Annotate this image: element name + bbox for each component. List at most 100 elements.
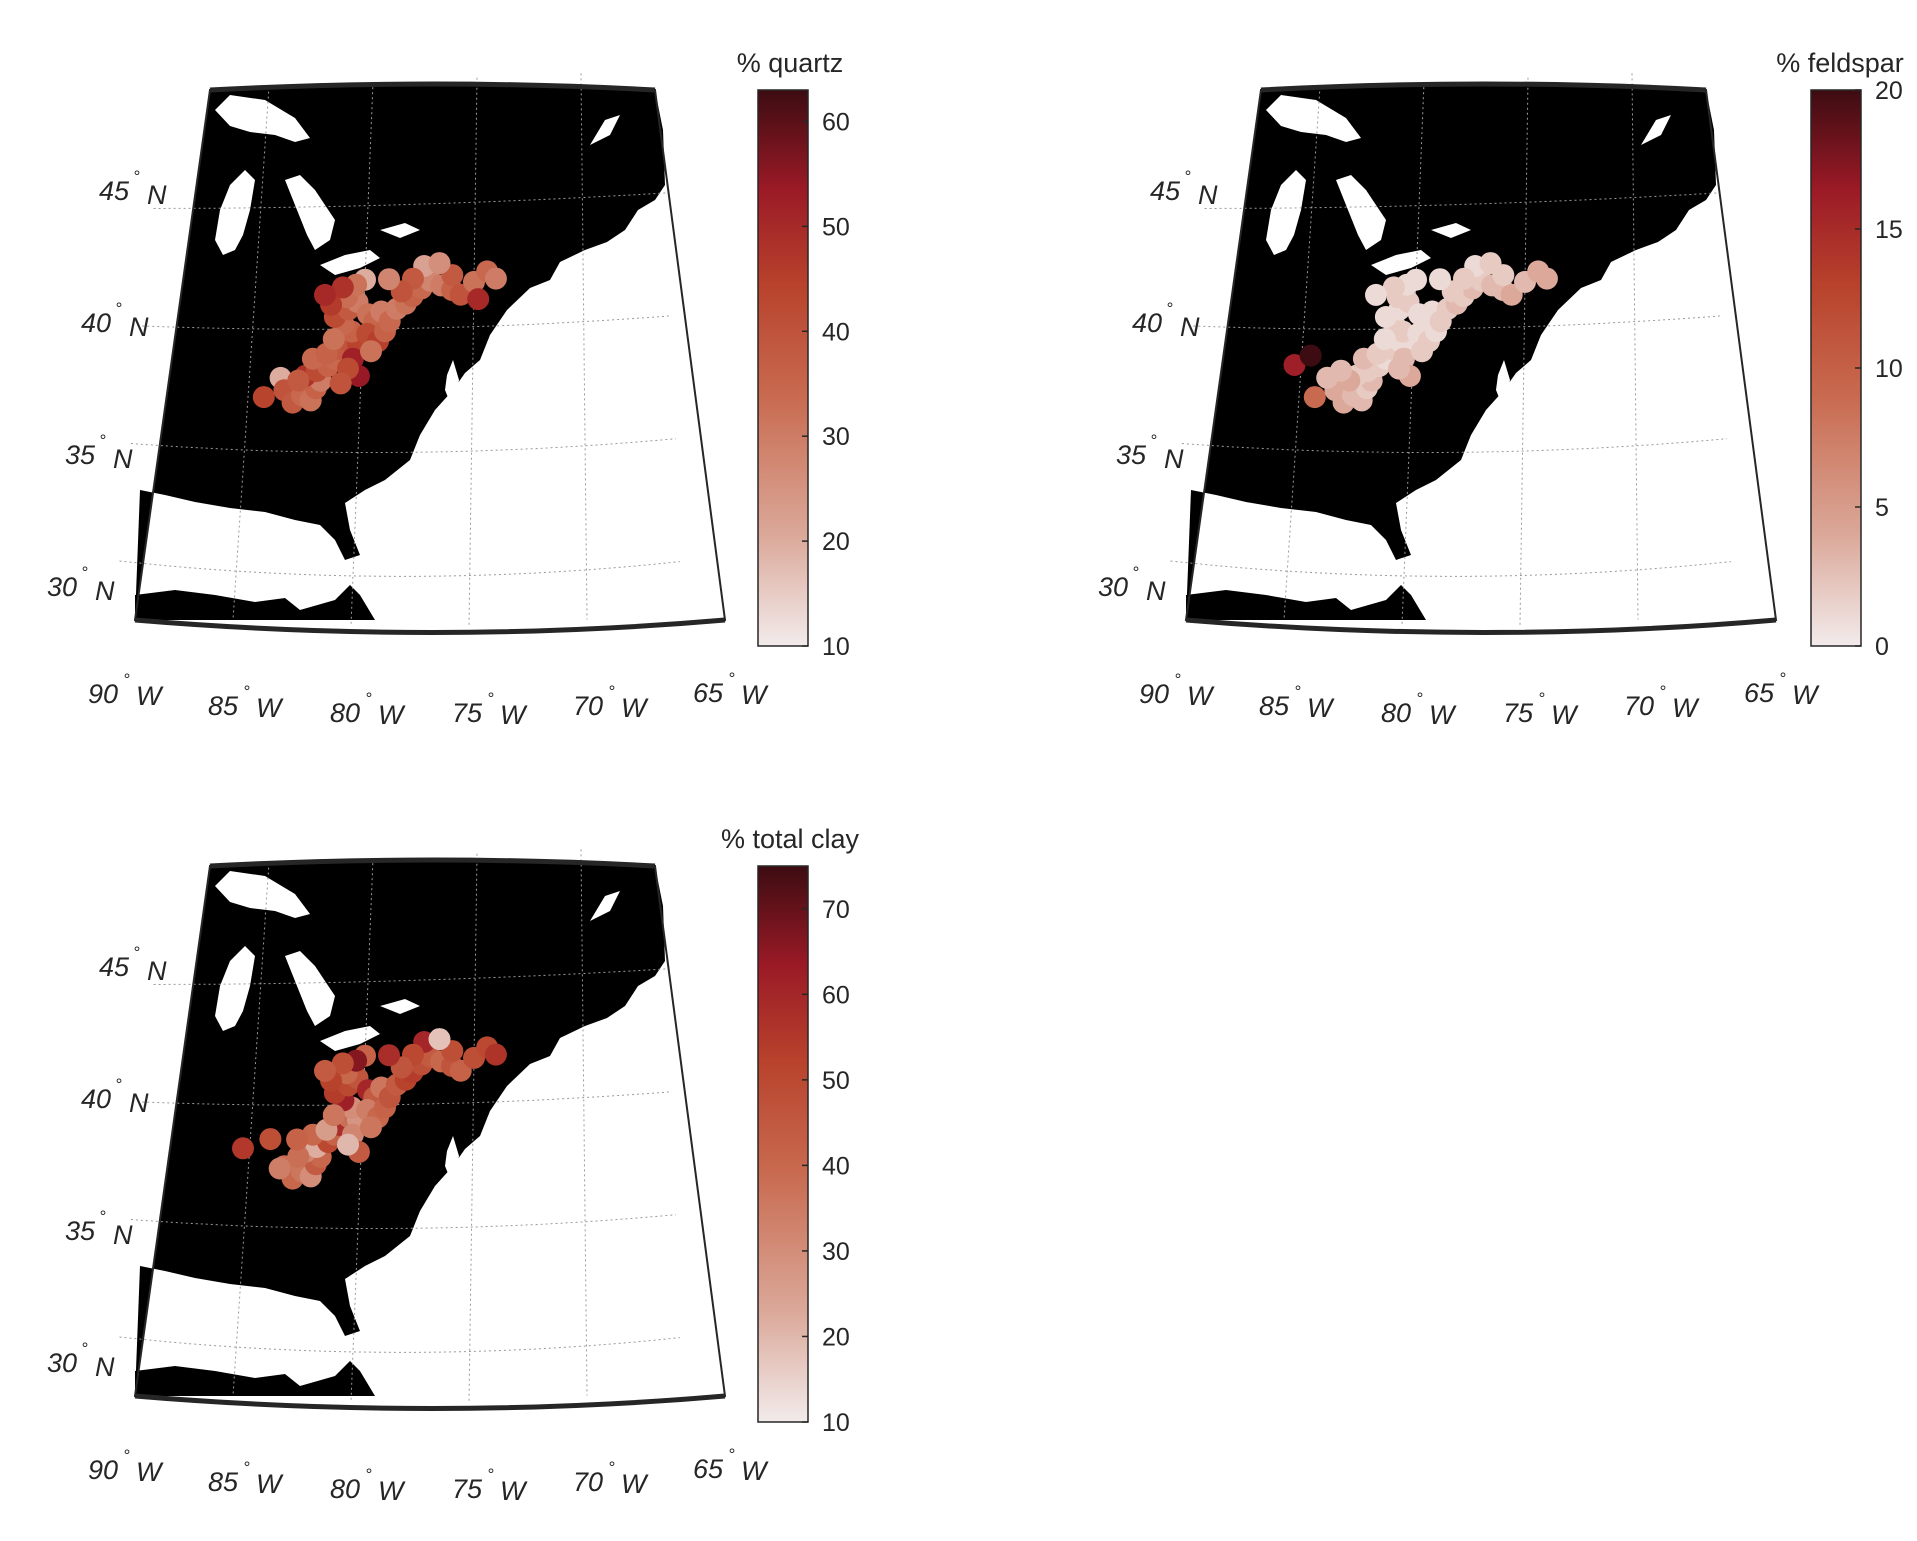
data-point	[1365, 283, 1387, 306]
colorbar-tick-label: 30	[822, 1238, 850, 1266]
scatter-points	[1283, 252, 1558, 414]
lon-suffix: W	[500, 700, 528, 730]
grid-lon	[468, 77, 478, 626]
data-point	[252, 386, 275, 409]
scatter-points	[252, 252, 507, 414]
lat-suffix: N	[95, 576, 115, 606]
degree-symbol: °	[1132, 563, 1139, 582]
data-point	[428, 252, 451, 275]
lon-tick-label: 90	[88, 1455, 118, 1485]
lake	[1431, 223, 1471, 238]
lake	[380, 999, 420, 1014]
lat-suffix: N	[147, 180, 167, 210]
degree-symbol: °	[728, 1445, 735, 1464]
bay	[445, 360, 459, 410]
degree-symbol: °	[1538, 689, 1545, 708]
data-point	[378, 268, 400, 291]
degree-symbol: °	[608, 682, 615, 701]
land-mass	[135, 84, 665, 620]
map-frame-bottom	[134, 617, 726, 635]
degree-symbol: °	[487, 1465, 494, 1484]
grid-lat	[1170, 560, 1731, 577]
lat-tick-label: 45	[1150, 176, 1181, 206]
lat-tick-label: 45	[99, 176, 130, 206]
lake	[285, 175, 335, 250]
lat-tick-label: 35	[1116, 440, 1147, 470]
map-frame-top	[1260, 81, 1707, 93]
map-panel: 45 °N40 °N35 °N30 °N90 °W 85 °W 80 °W 75 °W 70 °W 65 °W	[47, 849, 769, 1506]
lake	[215, 871, 310, 918]
lat-tick-label: 45	[99, 952, 130, 982]
data-point	[1382, 276, 1405, 299]
lon-tick-label: 70	[573, 691, 603, 721]
lake	[1371, 250, 1431, 275]
map-panel: 45 °N40 °N35 °N30 °N90 °W 85 °W 80 °W 75 °W 70 °W 65 °W	[1098, 73, 1820, 730]
degree-symbol: °	[123, 670, 130, 689]
lon-tick-label: 70	[1624, 691, 1654, 721]
lat-suffix: N	[129, 312, 149, 342]
grid-lat	[142, 1091, 673, 1106]
data-point	[286, 1128, 309, 1151]
lon-suffix: W	[1792, 680, 1820, 710]
colorbar-tick-label: 0	[1875, 633, 1889, 661]
lon-suffix: W	[378, 700, 406, 730]
colorbar-tick-label: 20	[822, 528, 850, 556]
grid-lon	[1631, 73, 1639, 620]
degree-symbol: °	[133, 167, 140, 186]
lat-suffix: N	[1146, 576, 1166, 606]
grid-lon	[232, 86, 270, 620]
map-frame-top	[209, 857, 656, 869]
lake	[1266, 170, 1306, 255]
data-point	[484, 267, 507, 290]
grid-lon	[580, 849, 588, 1396]
colorbar-tick-label: 20	[822, 1323, 850, 1351]
florida-land	[135, 1361, 375, 1396]
colorbar-tick-label: 15	[1875, 216, 1903, 244]
degree-symbol: °	[608, 1458, 615, 1477]
colorbar-gradient	[1810, 89, 1862, 647]
lake	[215, 95, 310, 142]
lon-tick-label: 75	[1503, 698, 1534, 728]
lon-tick-label: 85	[208, 1467, 239, 1497]
bay	[1641, 115, 1671, 145]
colorbar-title: % quartz	[737, 48, 844, 78]
data-point	[1535, 267, 1558, 290]
lat-suffix: N	[95, 1352, 115, 1382]
data-point	[1283, 354, 1306, 376]
data-point	[337, 1133, 359, 1156]
grid-lon	[1283, 86, 1321, 620]
data-point	[1303, 386, 1326, 409]
lake	[1336, 175, 1386, 250]
scatter-points	[232, 1028, 507, 1190]
florida-land	[1186, 585, 1426, 620]
lon-suffix: W	[1307, 693, 1335, 723]
lon-suffix: W	[1429, 700, 1457, 730]
data-point	[322, 328, 345, 351]
data-point	[314, 283, 336, 306]
lat-tick-label: 30	[1098, 572, 1128, 602]
lat-suffix: N	[1164, 444, 1184, 474]
land-mass	[135, 860, 665, 1396]
lon-suffix: W	[378, 1476, 406, 1506]
lake	[1266, 95, 1361, 142]
lon-tick-label: 80	[330, 698, 360, 728]
degree-symbol: °	[1150, 431, 1157, 450]
lat-suffix: N	[113, 1220, 133, 1250]
colorbar-tick-label: 30	[822, 423, 850, 451]
lat-suffix: N	[147, 956, 167, 986]
lon-tick-label: 90	[1139, 679, 1169, 709]
lake	[285, 951, 335, 1026]
lake	[320, 1026, 380, 1051]
data-point	[1479, 252, 1502, 275]
degree-symbol: °	[365, 1465, 372, 1484]
data-point	[1411, 340, 1433, 363]
degree-symbol: °	[115, 299, 122, 318]
lon-tick-label: 80	[1381, 698, 1411, 728]
lon-tick-label: 90	[88, 679, 118, 709]
lon-suffix: W	[1672, 693, 1700, 723]
data-point	[259, 1128, 282, 1151]
lon-suffix: W	[1551, 700, 1579, 730]
lat-suffix: N	[1180, 312, 1200, 342]
data-point	[360, 1116, 382, 1139]
